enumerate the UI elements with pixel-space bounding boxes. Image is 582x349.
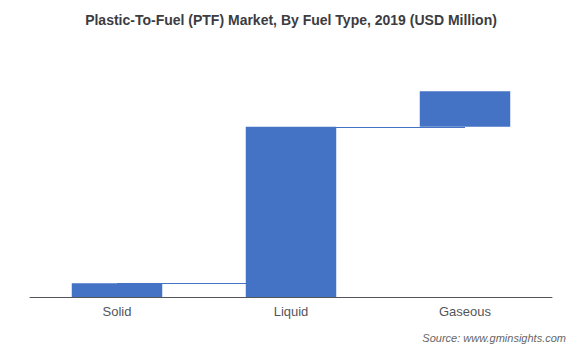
svg-text:Solid: Solid <box>103 304 132 319</box>
svg-text:Gaseous: Gaseous <box>439 304 492 319</box>
svg-text:Plastic-To-Fuel (PTF) Market,: Plastic-To-Fuel (PTF) Market, By Fuel Ty… <box>85 12 497 28</box>
svg-text:Liquid: Liquid <box>274 304 309 319</box>
svg-text:Source: www.gminsights.com: Source: www.gminsights.com <box>422 332 566 344</box>
